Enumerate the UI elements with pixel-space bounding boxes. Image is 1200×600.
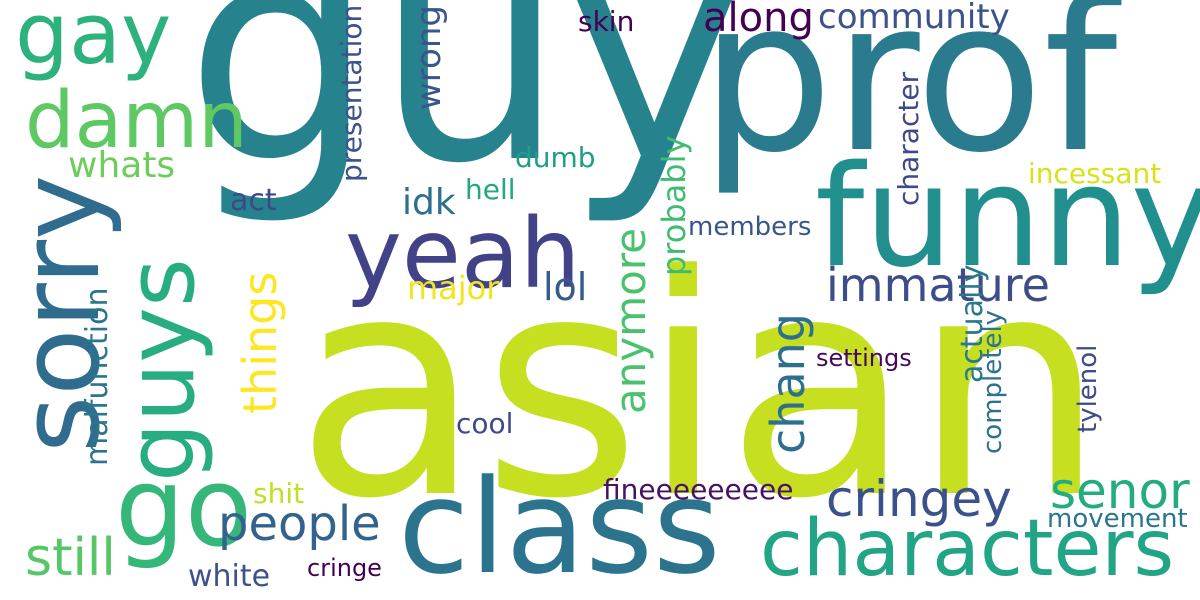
word-immature: immature: [826, 258, 1050, 312]
word-damn: damn: [25, 76, 248, 166]
word-still: still: [25, 528, 116, 588]
word-cringey: cringey: [826, 470, 1012, 528]
word-whats: whats: [68, 145, 176, 186]
word-things: things: [233, 271, 287, 414]
word-wrong: wrong: [409, 5, 449, 110]
word-community: community: [818, 0, 1010, 37]
word-senor: senor: [1050, 462, 1190, 520]
word-fineeeeeeeee: fineeeeeeeee: [603, 473, 794, 506]
word-completely: completely: [978, 309, 1008, 454]
word-idk: idk: [402, 182, 456, 223]
word-dumb: dumb: [515, 141, 596, 174]
word-guy: guy: [185, 0, 744, 229]
word-movement: movement: [1047, 504, 1188, 534]
word-lol: lol: [543, 265, 588, 309]
word-yeah: yeah: [345, 198, 581, 310]
word-gay: gay: [15, 0, 172, 84]
word-cringe: cringe: [307, 554, 382, 582]
word-act: act: [230, 183, 277, 218]
word-prof: prof: [700, 0, 1118, 199]
word-presentation: presentation: [335, 4, 368, 182]
word-major: major: [407, 269, 500, 307]
word-people: people: [218, 496, 381, 552]
word-asian: asian: [295, 210, 1106, 565]
word-character: character: [892, 71, 925, 206]
word-anymore: anymore: [606, 227, 655, 414]
word-class: class: [398, 451, 721, 600]
word-funny: funny: [815, 136, 1200, 299]
word-malfunction: malfunction: [80, 287, 115, 467]
word-hell: hell: [465, 173, 516, 206]
word-along: along: [703, 0, 814, 41]
word-white: white: [188, 559, 271, 594]
word-settings: settings: [816, 344, 912, 372]
word-shit: shit: [253, 477, 305, 510]
word-go: go: [115, 443, 253, 571]
word-characters: characters: [760, 504, 1175, 594]
word-skin: skin: [578, 5, 635, 38]
word-probably: probably: [655, 135, 693, 276]
word-incessant: incessant: [1028, 157, 1162, 190]
word-members: members: [688, 212, 812, 242]
word-chang: chang: [761, 313, 815, 454]
word-cool: cool: [456, 407, 514, 440]
word-tylenol: tylenol: [1073, 344, 1103, 433]
